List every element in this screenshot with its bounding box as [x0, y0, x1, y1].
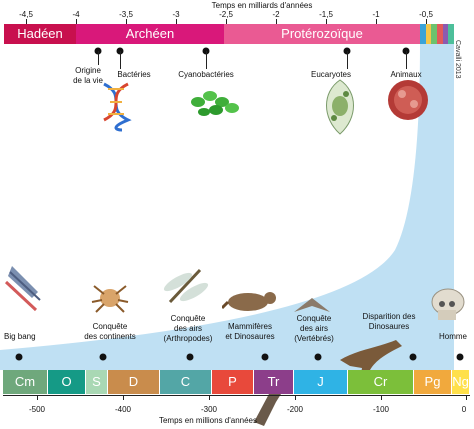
top-tick	[126, 19, 127, 24]
event-dot	[261, 353, 269, 361]
top-tick-label: -2,5	[219, 10, 233, 19]
period-cretace: Cr	[348, 370, 414, 394]
event-dot	[456, 353, 464, 361]
dragonfly-image	[163, 268, 209, 304]
arthropod-image	[91, 285, 129, 313]
event-homme: Homme	[438, 332, 468, 341]
strip-band	[431, 24, 438, 44]
bottom-tick	[466, 395, 467, 400]
top-tick-label: -1,5	[319, 10, 333, 19]
top-tick-label: -4,5	[19, 10, 33, 19]
top-tick	[276, 19, 277, 24]
event-dot	[99, 353, 107, 361]
pterosaur-image	[294, 298, 330, 312]
event-dot	[314, 353, 322, 361]
bottom-tick	[37, 395, 38, 400]
bottom-tick-label: -500	[28, 405, 46, 414]
event-leader	[98, 51, 99, 65]
top-tick-label: -4	[72, 10, 80, 19]
eon-archeen: Archéen	[76, 24, 224, 44]
strip-band	[425, 24, 432, 44]
animal-embryo-image	[388, 80, 428, 120]
top-tick	[426, 19, 427, 24]
event-bacteries: Bactéries	[117, 70, 151, 79]
event-cyanobacteries: Cyanobactéries	[178, 70, 234, 79]
strip-band	[437, 24, 443, 44]
event-dot	[409, 353, 417, 361]
period-permien: P	[212, 370, 254, 394]
top-tick-label: -3	[172, 10, 180, 19]
bottom-tick-label: -400	[114, 405, 132, 414]
event-animaux: Animaux	[390, 70, 422, 79]
bottom-tick	[209, 395, 210, 400]
event-mammiferes-dinosaures: Mammifères et Dinosaures	[225, 322, 275, 341]
event-eucaryotes: Eucaryotes	[310, 70, 352, 79]
bottom-axis-line	[3, 395, 470, 396]
event-leader	[406, 51, 407, 69]
credit-text: Cavalli 2013	[454, 40, 461, 79]
period-devonien: D	[108, 370, 160, 394]
flying-reptile-image	[254, 386, 286, 426]
top-tick	[176, 19, 177, 24]
event-leader	[120, 51, 121, 69]
connector-shape	[0, 44, 454, 370]
dna-helix-image	[103, 82, 132, 132]
period-neogene: Ng	[452, 370, 470, 394]
event-disparition-dinosaures: Disparition des Dinosaures	[362, 312, 416, 331]
trilobite-image	[4, 266, 41, 312]
top-tick	[376, 19, 377, 24]
period-cambrien: Cm	[3, 370, 48, 394]
event-leader	[347, 51, 348, 69]
top-tick-label: -1	[372, 10, 380, 19]
bottom-tick	[123, 395, 124, 400]
skull-image	[431, 288, 465, 320]
period-paleogene: Pg	[414, 370, 452, 394]
strip-band	[448, 24, 455, 44]
period-silurien: S	[86, 370, 108, 394]
event-conquete-airs-vertebres: Conquête des airs (Vertébrés)	[294, 314, 334, 343]
top-tick	[26, 19, 27, 24]
top-axis-title: Temps en milliards d'années	[211, 1, 313, 10]
top-tick	[76, 19, 77, 24]
bottom-tick-label: -300	[200, 405, 218, 414]
period-ordovicien: O	[48, 370, 86, 394]
phanerozoic-strip	[420, 24, 455, 44]
strip-band	[442, 24, 449, 44]
bottom-tick-label: 0	[461, 405, 467, 414]
event-conquete-continents: Conquête des continents	[84, 322, 136, 341]
top-tick	[226, 19, 227, 24]
mammal-reptile-image	[222, 292, 276, 311]
bottom-axis-title: Temps en millions d'années	[158, 416, 258, 425]
event-big-bang: Big bang	[4, 332, 36, 341]
bottom-tick	[295, 395, 296, 400]
event-leader	[206, 51, 207, 69]
event-dot	[15, 353, 23, 361]
event-dot	[186, 353, 194, 361]
period-trias: Tr	[254, 370, 294, 394]
bottom-tick-label: -100	[372, 405, 390, 414]
eon-hadeen: Hadéen	[4, 24, 76, 44]
event-conquete-airs-arthropodes: Conquête des airs (Arthropodes)	[163, 314, 213, 343]
event-origine-de-la-vie: Origine de la vie	[73, 66, 103, 85]
top-tick-label: -3,5	[119, 10, 133, 19]
cyanobacteria-image	[191, 91, 239, 116]
dinosaur-image	[340, 340, 402, 382]
top-tick-label: -2	[272, 10, 280, 19]
top-tick	[326, 19, 327, 24]
strip-band	[420, 24, 426, 44]
top-tick-label: -0,5	[419, 10, 433, 19]
bottom-tick-label: -200	[286, 405, 304, 414]
period-carbonifere: C	[160, 370, 212, 394]
eukaryote-cell-image	[326, 79, 354, 135]
bottom-tick	[381, 395, 382, 400]
period-jurassique: J	[294, 370, 348, 394]
eon-proterozoique: Protérozoïque	[224, 24, 420, 44]
